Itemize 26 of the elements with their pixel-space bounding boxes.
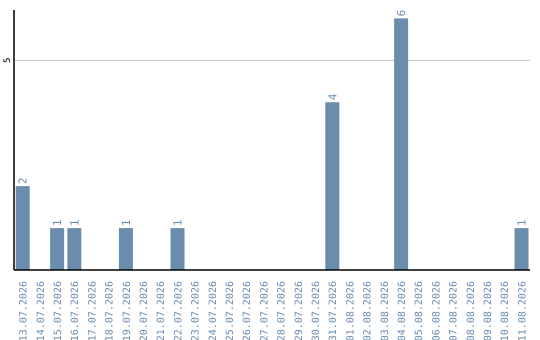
data-label: 1 — [120, 219, 133, 226]
bar — [325, 102, 340, 270]
data-label: 4 — [326, 93, 340, 100]
data-label: 1 — [51, 219, 64, 226]
x-tick-label: 15.07.2026 — [53, 281, 64, 340]
x-tick-label: 18.07.2026 — [104, 281, 116, 340]
data-label: 1 — [172, 219, 185, 226]
x-tick-label: 10.08.2026 — [500, 281, 512, 340]
data-label: 1 — [68, 219, 82, 226]
bar — [170, 228, 185, 270]
x-tick-label: 11.08.2026 — [517, 281, 528, 340]
x-tick-label: 14.07.2026 — [36, 281, 47, 340]
x-tick-label: 17.07.2026 — [87, 281, 98, 340]
data-label: 1 — [516, 219, 529, 226]
bar — [514, 228, 529, 270]
bar — [394, 18, 408, 270]
bar — [67, 228, 82, 270]
x-tick-label: 16.07.2026 — [70, 281, 82, 340]
x-tick-label: 13.07.2026 — [18, 281, 30, 340]
data-label: 2 — [16, 178, 30, 184]
bar — [50, 228, 64, 270]
bar — [16, 186, 30, 270]
bar — [118, 228, 133, 270]
data-label: 6 — [395, 10, 408, 16]
x-tick-label: 19.07.2026 — [122, 281, 133, 340]
y-tick-label: 5 — [3, 58, 13, 64]
